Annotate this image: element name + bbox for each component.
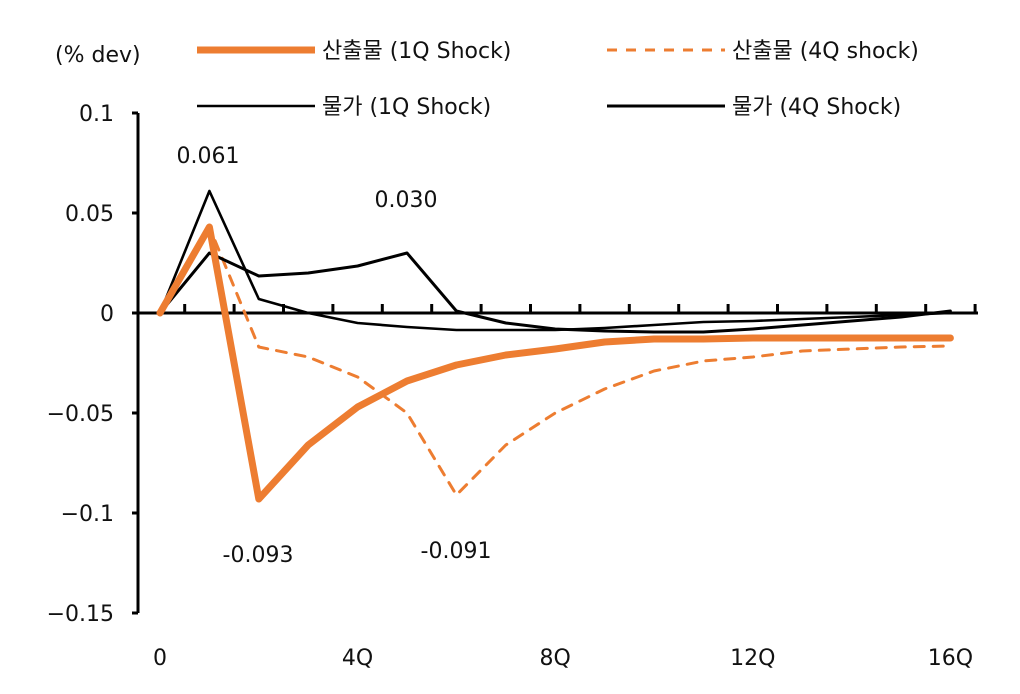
data-label: 0.061 xyxy=(177,144,240,169)
y-tick-label: −0.15 xyxy=(47,602,114,627)
series-line-1 xyxy=(158,225,952,497)
x-tick-label: 4Q xyxy=(342,646,373,671)
y-tick-label: −0.1 xyxy=(61,502,114,527)
y-axis-label: (% dev) xyxy=(55,43,141,68)
axes: 0.1 0.05 0 −0.05 −0.1 −0.15 0 4Q 8Q 12Q 16Q xyxy=(47,102,978,671)
series-line-0 xyxy=(156,223,954,503)
data-label: -0.091 xyxy=(421,539,492,564)
series-lines xyxy=(156,189,954,503)
x-tick-label: 16Q xyxy=(928,646,973,671)
y-tick-label: −0.05 xyxy=(47,402,114,427)
series-line-2 xyxy=(158,189,952,332)
legend-label: 물가 (4Q Shock) xyxy=(732,95,901,120)
legend: 산출물 (1Q Shock) 산출물 (4Q shock) 물가 (1Q Shock… xyxy=(197,39,919,120)
y-tick-label: 0.1 xyxy=(79,102,114,127)
x-tick-label: 0 xyxy=(153,646,167,671)
legend-label: 물가 (1Q Shock) xyxy=(322,95,491,120)
x-tick-label: 12Q xyxy=(730,646,775,671)
annotations: 0.061 0.030 -0.093 -0.091 xyxy=(177,144,492,568)
legend-label: 산출물 (1Q Shock) xyxy=(322,39,511,64)
legend-label: 산출물 (4Q shock) xyxy=(732,39,919,64)
series-line-3 xyxy=(158,251,952,334)
x-tick-label: 8Q xyxy=(540,646,571,671)
data-label: -0.093 xyxy=(223,543,294,568)
data-label: 0.030 xyxy=(375,188,438,213)
y-tick-label: 0 xyxy=(100,302,114,327)
y-tick-label: 0.05 xyxy=(65,202,114,227)
